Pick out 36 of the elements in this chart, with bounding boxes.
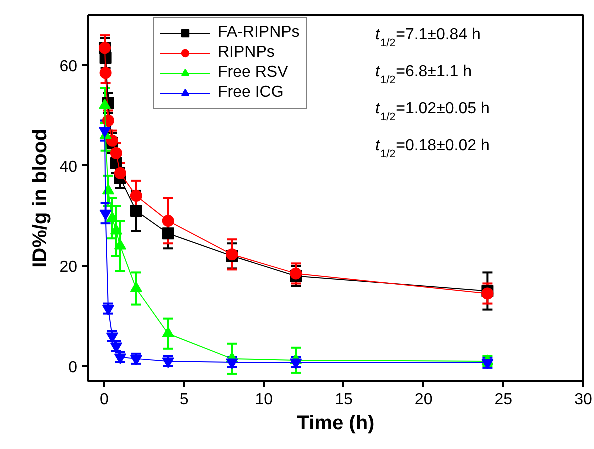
point (102, 305, 114, 316)
point (290, 268, 302, 280)
x-tick-label: 25 (494, 392, 513, 408)
x-tick-label: 30 (574, 392, 592, 408)
point (162, 358, 174, 368)
legend-label: RIPNPs (218, 44, 275, 62)
point (130, 355, 142, 366)
y-tick-label: 20 (60, 259, 78, 276)
point (98, 98, 111, 110)
y-axis-title: ID%/g in blood (30, 129, 52, 268)
legend-label: Free ICG (218, 84, 284, 102)
point (100, 210, 112, 220)
point (290, 358, 302, 370)
x-tick-label: 10 (255, 392, 274, 408)
legend-label: FA-RIPNPs (218, 24, 300, 42)
legend-label: Free RSV (218, 64, 288, 82)
point (100, 67, 112, 80)
x-tick-label: 0 (100, 392, 110, 408)
point (114, 354, 126, 364)
y-tick-label: 40 (60, 158, 78, 176)
point (130, 190, 142, 202)
x-tick-label: 15 (335, 392, 353, 408)
y-tick-label: 0 (68, 359, 78, 376)
point (226, 358, 238, 370)
point (102, 114, 114, 127)
x-tick-label: 5 (180, 392, 189, 408)
point (110, 147, 122, 160)
point (162, 215, 174, 228)
x-tick-label: 20 (414, 392, 433, 408)
point (130, 205, 142, 218)
x-axis-title: Time (h) (297, 412, 375, 434)
y-tick-label: 60 (60, 58, 78, 76)
point (482, 359, 494, 370)
point (482, 288, 494, 300)
point (162, 228, 174, 240)
point (114, 167, 126, 180)
